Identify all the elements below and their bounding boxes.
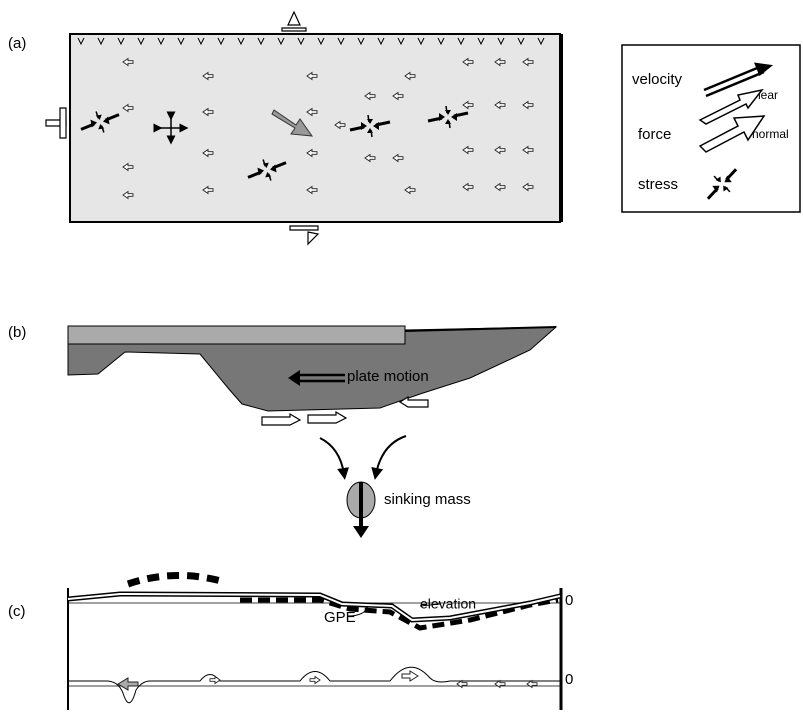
crust-edge [404,326,557,332]
lower-arrows [117,670,538,691]
gpe-curve [126,571,226,588]
crust [67,325,406,345]
gpe-curve [240,597,559,631]
legend-box [621,44,801,213]
leader [419,603,441,607]
legend-shear-arrow [698,88,764,125]
axis-zero-label: 0 [565,592,573,609]
panel-label: (b) [8,324,26,341]
flow-arrows [319,435,407,480]
elevation-curve [67,592,561,622]
sinking-arrowhead [353,526,369,538]
plate-a [69,33,561,223]
annotation: elevation [420,596,476,612]
panel-label: (c) [8,603,26,620]
basal-shear-arrows [261,395,429,426]
boundary-arrows [45,10,320,246]
trench-teeth [77,37,545,46]
legend-label: stress [638,176,678,193]
stress-profile [68,666,561,704]
legend-label: velocity [632,71,683,88]
annotation: sinking mass [384,491,471,508]
leader [347,605,369,617]
panel-label: (a) [8,35,26,52]
legend-label: normal [752,127,789,141]
plate-motion-arrow [288,370,345,386]
annotation: GPE [324,609,356,626]
legend-label: force [638,126,671,143]
big-velocity-arrow [271,109,314,137]
stress-symbols [76,104,470,186]
axis-zero-label: 0 [565,671,573,688]
annotation: plate motion [347,368,429,385]
legend-velocity-arrow [703,62,774,98]
legend-normal-arrow [698,115,766,153]
